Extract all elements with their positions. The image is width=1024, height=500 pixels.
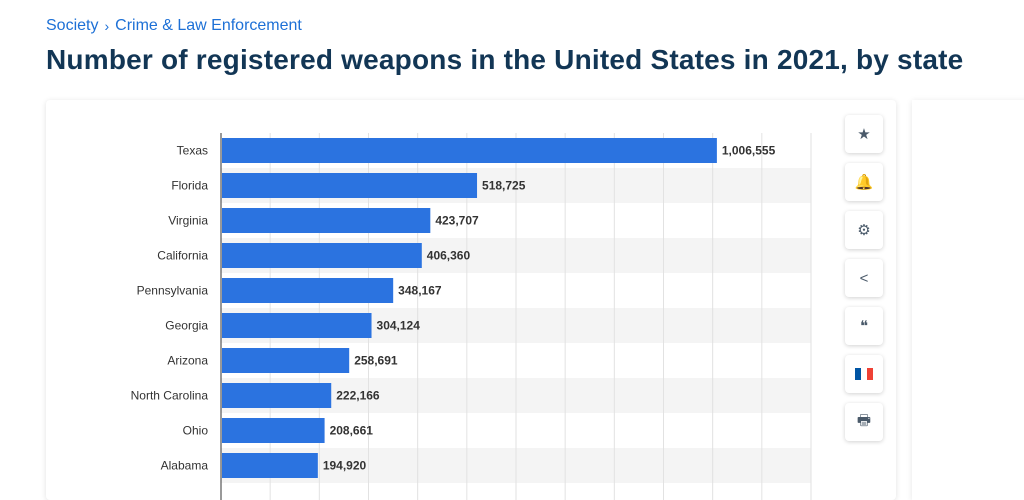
bar[interactable] (222, 348, 350, 373)
cite-quote-button[interactable]: ❝ (845, 307, 883, 345)
category-label: Florida (171, 179, 208, 193)
data-label: 406,360 (427, 249, 471, 263)
bar[interactable] (222, 208, 431, 233)
language-flag-fr-button[interactable] (845, 355, 883, 393)
data-label: 304,124 (377, 319, 421, 333)
bar[interactable] (222, 243, 422, 268)
data-label: 208,661 (330, 424, 374, 438)
favorite-star-icon: ★ (857, 126, 871, 143)
notification-bell-button[interactable]: 🔔 (845, 163, 883, 201)
bar[interactable] (222, 313, 372, 338)
bar[interactable] (222, 418, 325, 443)
print-icon: 🖶 (856, 411, 872, 429)
bar[interactable] (222, 278, 394, 303)
data-label: 348,167 (398, 284, 442, 298)
share-icon: < (859, 269, 869, 287)
chart-toolbar: ★ 🔔 ⚙ < ❝ 🖶 (845, 115, 883, 441)
settings-gear-button[interactable]: ⚙ (845, 211, 883, 249)
bar-chart: Texas 1,006,555 Florida 518,725 Virginia 423,… (131, 133, 812, 500)
category-label: Georgia (165, 319, 208, 333)
category-label: Texas (177, 144, 208, 158)
share-button[interactable]: < (845, 259, 883, 297)
category-label: North Carolina (131, 389, 209, 403)
category-label: Pennsylvania (137, 284, 209, 298)
category-label: California (157, 249, 208, 263)
page-title: Number of registered weapons in the Unit… (46, 44, 964, 75)
notification-bell-icon: 🔔 (854, 174, 874, 191)
bar[interactable] (222, 173, 478, 198)
data-label: 1,006,555 (722, 144, 776, 158)
side-panel (912, 100, 1024, 500)
data-label: 423,707 (435, 214, 479, 228)
data-label: 222,166 (336, 389, 380, 403)
breadcrumb-society-link[interactable]: Society (46, 17, 99, 34)
category-label: Virginia (168, 214, 208, 228)
category-label: Alabama (161, 459, 209, 473)
print-button[interactable]: 🖶 (845, 403, 883, 441)
bar[interactable] (222, 453, 318, 478)
cite-quote-icon: ❝ (859, 318, 869, 335)
bar[interactable] (222, 383, 332, 408)
category-label: Ohio (183, 424, 209, 438)
category-label: Arizona (167, 354, 208, 368)
language-flag-fr-icon (855, 368, 873, 380)
data-label: 518,725 (482, 179, 526, 193)
breadcrumb-separator: › (104, 18, 110, 34)
breadcrumb-crime-link[interactable]: Crime & Law Enforcement (115, 17, 302, 34)
data-label: 194,920 (323, 459, 367, 473)
data-label: 258,691 (354, 354, 398, 368)
favorite-star-button[interactable]: ★ (845, 115, 883, 153)
breadcrumb: Society › Crime & Law Enforcement (46, 17, 302, 35)
bar[interactable] (222, 138, 717, 163)
settings-gear-icon: ⚙ (857, 222, 871, 239)
chart-card: Texas 1,006,555 Florida 518,725 Virginia 423,… (46, 100, 896, 500)
